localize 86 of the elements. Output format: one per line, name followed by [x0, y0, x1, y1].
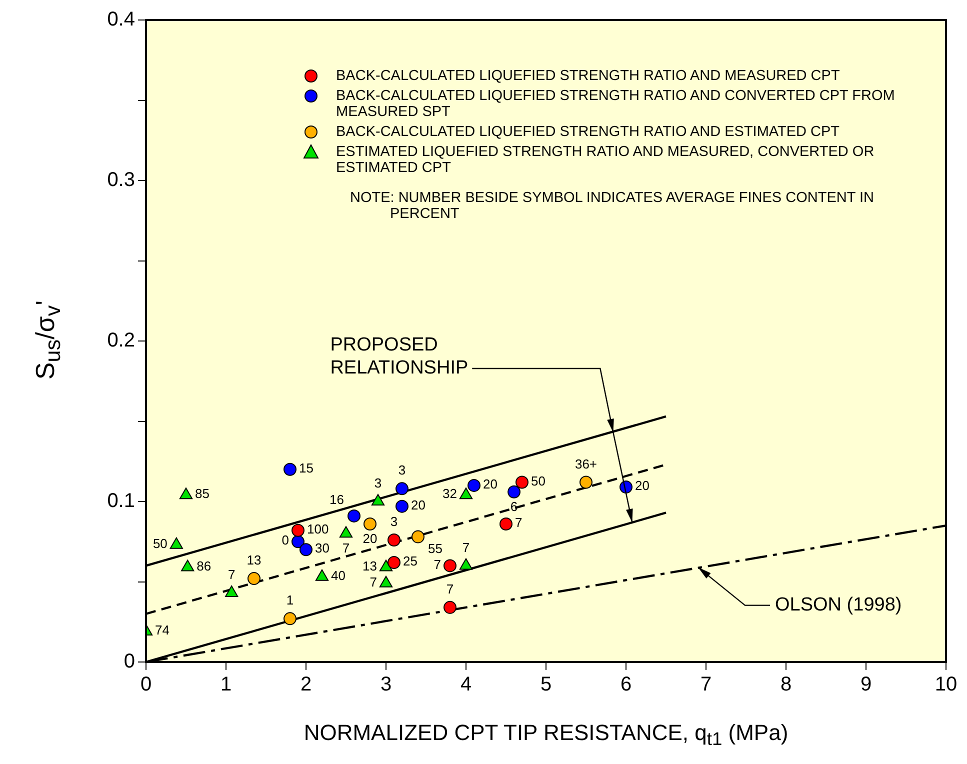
- annotation: 100: [307, 521, 329, 536]
- annotation: 20: [635, 478, 650, 494]
- point: [508, 485, 520, 498]
- point: [225, 585, 238, 597]
- point: [396, 482, 408, 496]
- point: [412, 530, 424, 544]
- point: [388, 534, 400, 547]
- point: [284, 462, 296, 476]
- y-tick-label: 0: [124, 650, 135, 673]
- point: [580, 476, 592, 489]
- point: [300, 543, 312, 556]
- point: [292, 524, 304, 537]
- annotation: 15: [299, 460, 314, 476]
- point: [379, 576, 393, 588]
- legend-label: ESTIMATED LIQUEFIED STRENGTH RATIO AND MEASURED, CONVERTED OR ESTIMATED CPT: [336, 144, 876, 176]
- annotation: 3: [374, 476, 382, 491]
- point: [339, 526, 353, 538]
- annotation: 55: [428, 540, 442, 556]
- point: [444, 600, 456, 614]
- annotation: 50: [152, 536, 168, 551]
- annotation: 36+: [574, 456, 598, 472]
- point: [459, 488, 473, 500]
- annotation: 20: [362, 531, 378, 546]
- annotation: 7: [370, 574, 378, 590]
- point: [500, 517, 512, 530]
- x-tick-label: 8: [780, 674, 792, 696]
- point: [379, 560, 393, 572]
- point: [315, 569, 329, 581]
- annotation: 7: [462, 540, 470, 555]
- point: [248, 572, 260, 586]
- annotation: 40: [331, 568, 346, 584]
- y-tick-label: 0.2: [107, 330, 135, 352]
- annotation: 13: [362, 558, 378, 574]
- annotation: 3: [390, 514, 398, 530]
- point: [179, 488, 193, 500]
- annotation: 7: [515, 515, 522, 530]
- annotation: 74: [155, 622, 170, 638]
- legend-label: BACK-CALCULATED LIQUEFIED STRENGTH RATIO AND ESTIMATED CPT: [336, 124, 840, 140]
- y-tick-label: 0.3: [107, 169, 135, 192]
- x-tick-label: 2: [300, 674, 312, 696]
- point: [284, 612, 296, 626]
- annotation: 0: [282, 532, 290, 548]
- annotation: 7: [228, 567, 236, 582]
- legend-label: BACK-CALCULATED LIQUEFIED STRENGTH RATIO AND MEASURED CPT: [336, 68, 840, 84]
- y-tick-label: 0.4: [107, 8, 135, 31]
- annotation: NOTE: NUMBER BESIDE SYMBOL INDICATES AVERAGE FINES CONTENT IN PERCENT: [350, 190, 875, 222]
- point: [396, 500, 408, 513]
- point: [388, 556, 400, 569]
- point: [348, 509, 360, 522]
- point: [516, 476, 528, 489]
- annotation: 13: [246, 552, 262, 568]
- annotation: 25: [403, 554, 418, 569]
- point: [181, 560, 194, 572]
- annotation: PROPOSED RELATIONSHIP: [330, 334, 468, 379]
- x-tick-label: 10: [934, 674, 958, 696]
- x-tick-label: 9: [860, 674, 872, 696]
- annotation: 20: [483, 476, 498, 492]
- annotation: 7: [446, 582, 454, 597]
- x-tick-label: 3: [380, 674, 392, 696]
- x-tick-label: 0: [140, 674, 152, 696]
- annotation: 7: [342, 540, 350, 556]
- x-tick-label: 5: [540, 674, 552, 696]
- annotation: OLSON (1998): [775, 594, 902, 616]
- annotation: 50: [531, 473, 546, 488]
- annotation: 3: [398, 462, 406, 478]
- annotation: 30: [315, 540, 330, 556]
- point: [364, 517, 376, 530]
- x-tick-label: 6: [620, 674, 632, 696]
- x-tick-label: 7: [700, 674, 712, 696]
- annotation: 1: [286, 592, 294, 608]
- point: [468, 478, 480, 492]
- point: [170, 537, 183, 549]
- legend-label: BACK-CALCULATED LIQUEFIED STRENGTH RATIO AND CONVERTED CPT FROM MEASURED SPT: [336, 88, 896, 120]
- annotation: 32: [442, 486, 458, 502]
- x-axis-title: NORMALIZED CPT TIP RESISTANCE, q$_{t1}$ (MPa): [304, 720, 788, 750]
- point: [371, 494, 385, 506]
- annotation: 20: [411, 497, 426, 512]
- annotation: 85: [195, 486, 210, 502]
- x-tick-label: 4: [460, 674, 472, 696]
- point: [459, 558, 473, 570]
- x-tick-label: 1: [220, 674, 232, 696]
- annotation: 16: [330, 492, 344, 508]
- point: [444, 559, 456, 572]
- y-tick-label: 0.1: [107, 490, 135, 512]
- annotation: 86: [196, 558, 212, 574]
- annotation: 7: [434, 556, 442, 572]
